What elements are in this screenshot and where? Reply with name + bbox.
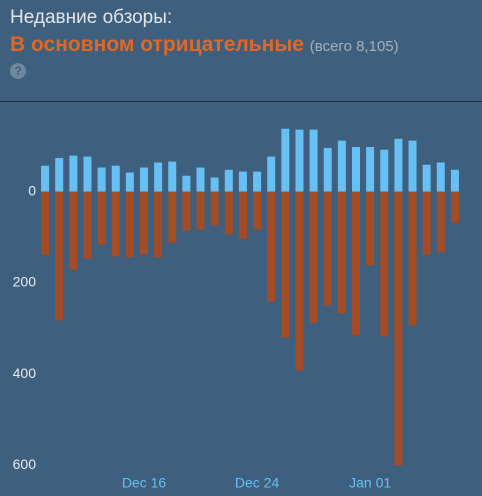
bar: [41, 191, 50, 255]
bar: [41, 165, 50, 192]
summary-row: В основном отрицательные (всего 8,105): [10, 30, 480, 62]
bar: [337, 140, 346, 192]
bar: [83, 191, 92, 259]
bar: [111, 165, 120, 192]
bar: [253, 191, 262, 230]
bar: [323, 147, 332, 192]
bar: [366, 146, 375, 192]
bar: [168, 191, 177, 243]
bar: [380, 149, 389, 192]
bar: [224, 191, 233, 235]
bar: [422, 164, 431, 192]
bar: [55, 157, 64, 192]
y-tick-label: 0: [28, 182, 36, 198]
bar: [97, 191, 106, 245]
bar: [83, 156, 92, 192]
bar: [366, 191, 375, 266]
bar: [352, 191, 360, 336]
bar: [224, 169, 233, 192]
bar: [210, 177, 219, 192]
bar: [295, 129, 304, 192]
bar: [238, 171, 247, 192]
bar: [352, 146, 360, 192]
bar: [337, 191, 346, 314]
bar: [154, 191, 163, 258]
bar: [281, 191, 290, 338]
bar: [69, 191, 78, 270]
bar: [154, 162, 163, 192]
x-tick-label: Dec 24: [235, 475, 280, 491]
divider: [0, 101, 482, 102]
bar: [210, 191, 219, 226]
bar: [253, 171, 262, 192]
bar: [408, 191, 417, 326]
bar: [450, 191, 459, 223]
bar: [140, 191, 148, 255]
help-icon[interactable]: ?: [10, 63, 26, 79]
bar: [125, 191, 134, 258]
bar: [168, 161, 177, 192]
bar: [69, 155, 78, 192]
bar: [408, 140, 417, 192]
bar: [97, 167, 106, 192]
bar: [196, 191, 205, 230]
x-tick-label: Jan 01: [349, 475, 391, 491]
bar: [111, 191, 120, 257]
bar: [380, 191, 389, 337]
x-tick-label: Dec 16: [122, 475, 167, 491]
bar: [281, 128, 290, 192]
bar: [422, 191, 431, 255]
y-tick-label: 200: [13, 274, 37, 290]
header: Недавние обзоры: В основном отрицательны…: [10, 6, 480, 79]
bar: [267, 191, 276, 302]
bar: [125, 172, 134, 192]
bar: [182, 175, 191, 192]
bar: [436, 191, 445, 253]
bar: [196, 167, 205, 192]
bar: [295, 191, 304, 371]
bar: [394, 138, 403, 192]
bar: [55, 191, 64, 321]
bar: [182, 191, 191, 231]
bar: [309, 191, 318, 323]
y-tick-label: 600: [13, 456, 37, 472]
total: (всего 8,105): [309, 38, 399, 55]
title: Недавние обзоры:: [10, 7, 173, 28]
bar: [436, 162, 445, 192]
bar: [450, 169, 459, 192]
bar: [238, 191, 247, 239]
bar: [323, 191, 332, 306]
bar: [140, 167, 148, 192]
y-tick-label: 400: [13, 365, 37, 381]
bar: [267, 156, 276, 192]
summary[interactable]: В основном отрицательные: [10, 33, 304, 56]
bar: [309, 129, 318, 192]
bar: [394, 191, 403, 466]
